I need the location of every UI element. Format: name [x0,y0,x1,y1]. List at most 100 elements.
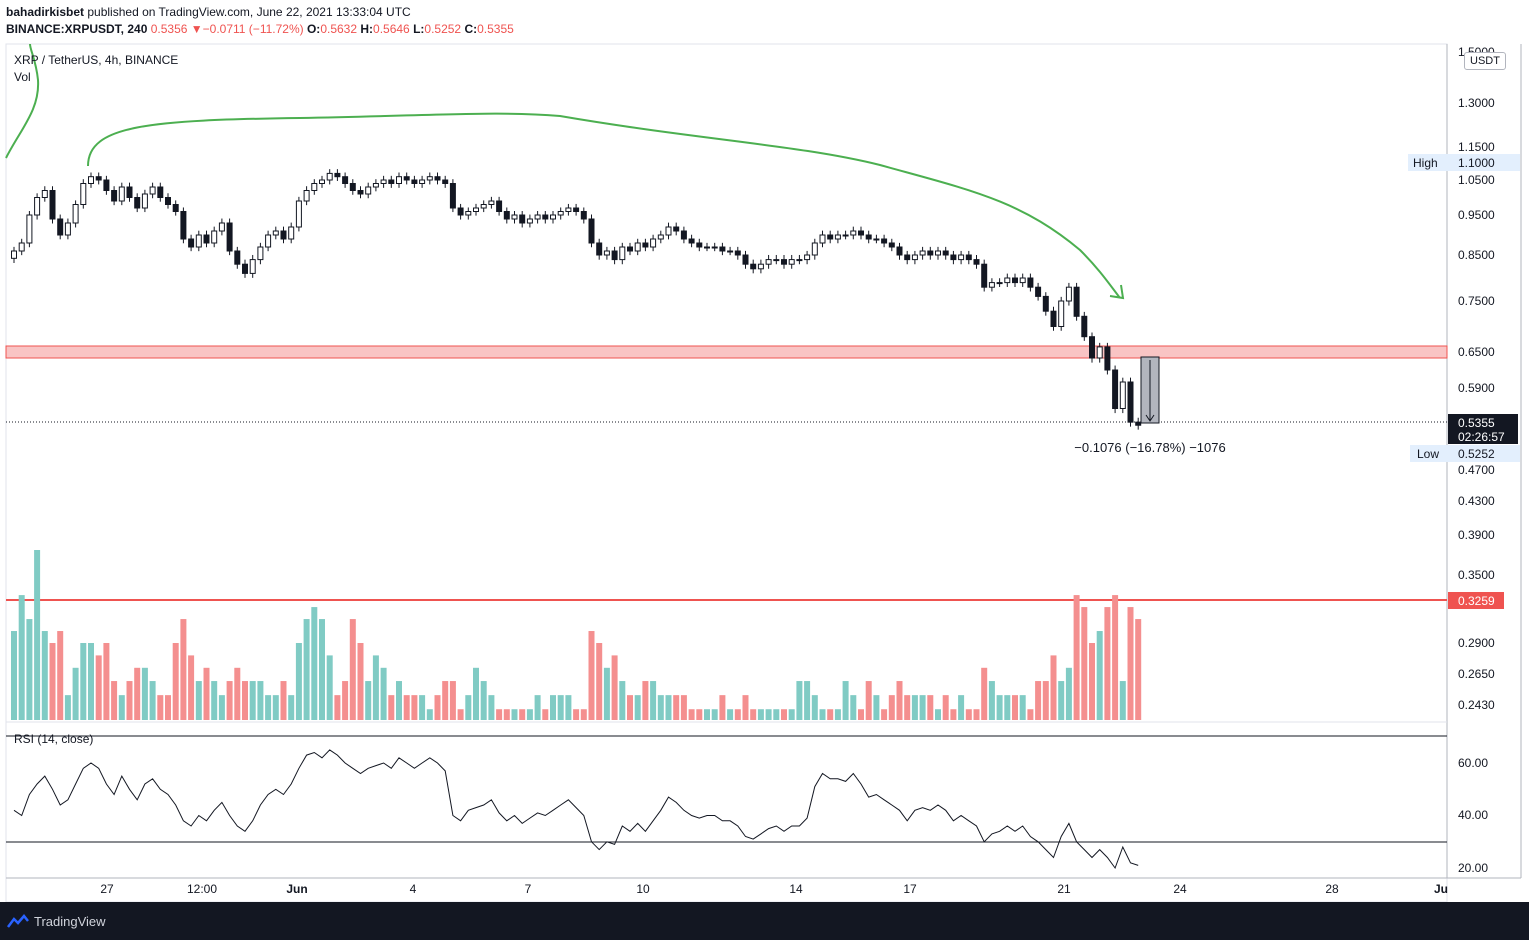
candle-body[interactable] [896,246,903,256]
candle-body[interactable] [850,230,857,236]
candle-body[interactable] [519,214,526,224]
candle-body[interactable] [688,238,695,244]
candle-body[interactable] [11,250,17,259]
candle-body[interactable] [172,204,179,212]
candle-body[interactable] [596,242,603,256]
candle-body[interactable] [611,250,618,261]
candle-body[interactable] [149,186,156,195]
candle-body[interactable] [80,183,87,205]
candle-body[interactable] [988,282,995,288]
candle-body[interactable] [811,242,818,256]
author-name[interactable]: bahadirkisbet [6,5,85,19]
candle-body[interactable] [419,179,426,184]
candle-body[interactable] [727,250,734,253]
candle-body[interactable] [627,246,633,252]
symbol-legend[interactable]: XRP / TetherUS, 4h, BINANCE [14,53,179,67]
candle-body[interactable] [734,250,741,256]
candle-body[interactable] [165,197,171,205]
candle-body[interactable] [372,183,379,188]
candle-body[interactable] [326,172,333,181]
resistance-zone[interactable] [5,345,1448,359]
footer-brand[interactable]: TradingView [34,914,106,929]
candle-body[interactable] [965,254,972,261]
candle-body[interactable] [842,234,849,237]
candle-body[interactable] [927,250,934,256]
candle-body[interactable] [742,254,749,265]
candle-body[interactable] [1119,381,1126,409]
candle-body[interactable] [95,176,102,181]
candle-body[interactable] [834,234,841,240]
candle-body[interactable] [804,254,811,261]
candle-body[interactable] [449,183,456,209]
candle-body[interactable] [496,200,503,212]
candle-body[interactable] [1089,336,1095,359]
candle-body[interactable] [750,263,757,270]
candle-body[interactable] [426,176,433,181]
candle-body[interactable] [1035,286,1042,297]
candle-body[interactable] [1042,295,1049,312]
candle-body[interactable] [858,230,864,236]
candle-body[interactable] [657,234,664,240]
candle-body[interactable] [503,211,510,220]
candle-body[interactable] [180,211,187,240]
candle-body[interactable] [788,259,795,265]
candle-body[interactable] [942,250,949,256]
candle-body[interactable] [1096,346,1103,359]
candle-body[interactable] [265,234,272,248]
candle-body[interactable] [203,234,210,244]
candle-body[interactable] [488,200,495,205]
candle-body[interactable] [388,179,395,184]
drawing-curve-left[interactable] [5,43,40,159]
candle-body[interactable] [134,197,141,209]
candle-body[interactable] [1135,421,1142,426]
candle-body[interactable] [34,197,41,216]
candle-body[interactable] [1127,381,1134,423]
candle-body[interactable] [411,179,418,184]
candle-body[interactable] [557,211,564,216]
candle-body[interactable] [996,282,1003,285]
candle-body[interactable] [380,179,387,184]
candle-body[interactable] [118,186,125,202]
candle-body[interactable] [1004,277,1011,284]
candle-body[interactable] [873,238,880,241]
candle-body[interactable] [704,246,710,249]
candle-body[interactable] [1019,277,1026,284]
candle-body[interactable] [634,242,641,252]
candle-body[interactable] [349,183,356,191]
candle-body[interactable] [919,250,926,256]
candle-body[interactable] [981,263,988,288]
candle-body[interactable] [1058,300,1065,327]
candle-body[interactable] [288,226,295,240]
candle-body[interactable] [1073,286,1080,317]
candle-body[interactable] [650,238,657,248]
candle-body[interactable] [773,259,780,262]
candle-body[interactable] [295,200,302,228]
candle-body[interactable] [888,242,895,248]
candle-body[interactable] [781,259,787,265]
candle-body[interactable] [234,250,241,265]
candle-body[interactable] [88,176,94,184]
candle-body[interactable] [280,230,287,240]
candle-body[interactable] [49,190,56,220]
candle-body[interactable] [911,254,918,261]
candle-body[interactable] [211,230,218,244]
candle-body[interactable] [218,222,225,232]
candle-body[interactable] [41,190,48,198]
candle-body[interactable] [357,190,364,195]
candle-body[interactable] [973,259,980,265]
candle-body[interactable] [673,226,680,232]
candle-body[interactable] [881,238,888,244]
candle-body[interactable] [396,176,402,184]
candle-body[interactable] [473,207,479,212]
candle-body[interactable] [719,246,726,252]
candle-body[interactable] [57,218,64,236]
candle-body[interactable] [534,214,541,220]
candle-body[interactable] [141,193,148,209]
candle-body[interactable] [550,214,556,220]
candle-body[interactable] [442,179,449,184]
candle-body[interactable] [188,238,195,248]
candle-body[interactable] [642,242,649,248]
candle-body[interactable] [195,234,202,248]
candle-body[interactable] [573,207,580,212]
candle-body[interactable] [64,222,71,236]
